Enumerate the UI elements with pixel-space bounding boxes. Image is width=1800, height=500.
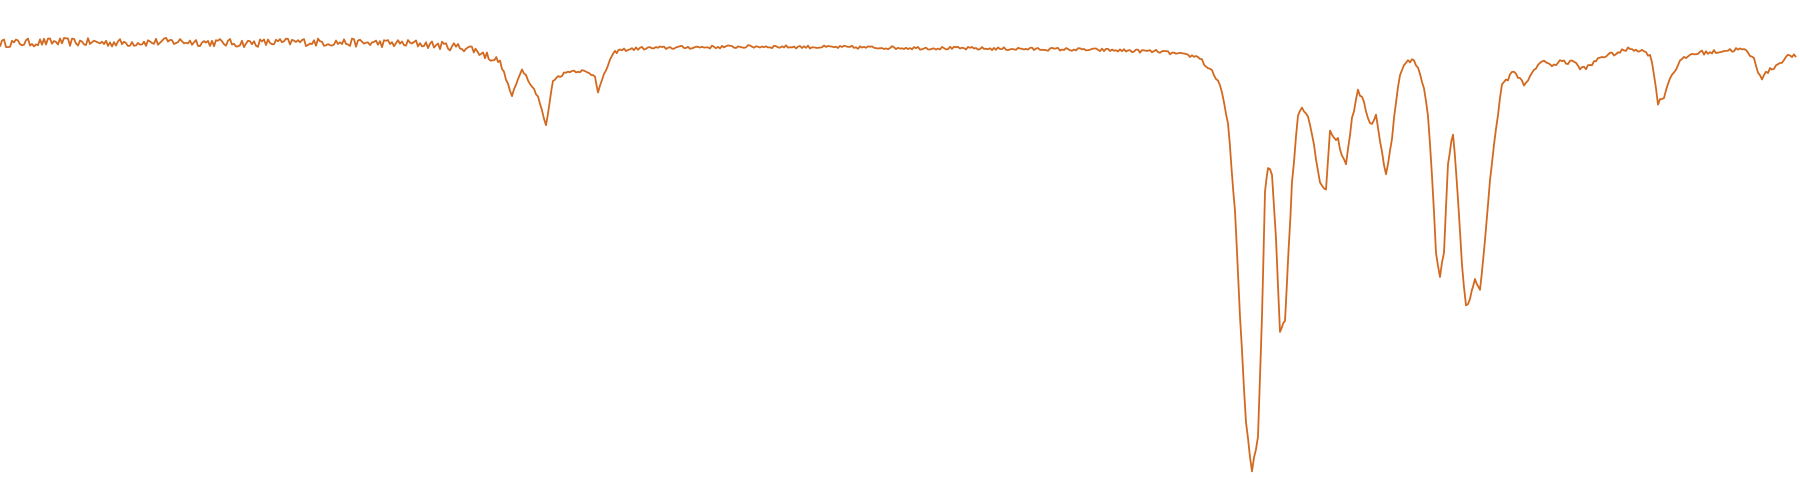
series-layer — [0, 36, 1797, 473]
series-line — [0, 36, 1797, 473]
